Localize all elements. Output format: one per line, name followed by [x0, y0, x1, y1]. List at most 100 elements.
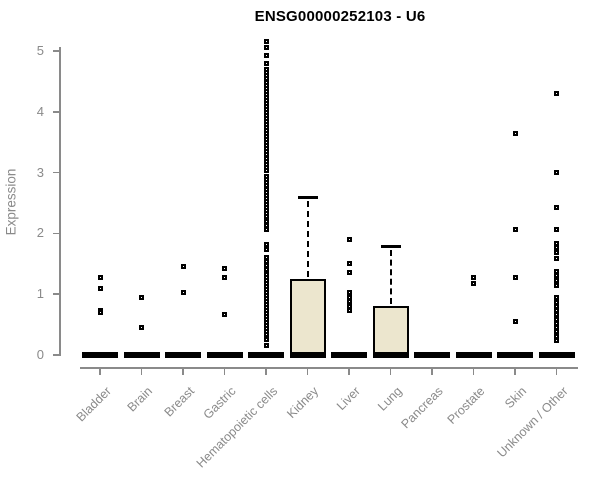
outlier-point	[263, 247, 269, 253]
outlier-point	[554, 241, 559, 247]
outlier-point	[263, 79, 269, 85]
outlier-point	[263, 302, 269, 308]
x-tick	[182, 368, 184, 375]
outlier-point	[263, 192, 269, 198]
x-tick	[389, 368, 392, 375]
outlier-point	[346, 303, 352, 309]
outlier-point	[263, 277, 269, 283]
outlier-point	[263, 320, 269, 326]
outlier-point	[263, 186, 269, 192]
outlier-point	[554, 312, 559, 318]
x-tick	[265, 368, 267, 375]
outlier-point	[263, 91, 269, 97]
outlier-point	[263, 152, 269, 158]
y-axis-line	[59, 47, 61, 356]
x-category-label: Unknown / Other	[494, 384, 571, 461]
zero-bar	[165, 352, 201, 358]
outlier-point	[263, 242, 269, 248]
zero-bar	[372, 352, 409, 358]
outlier-point	[263, 298, 269, 304]
outlier-point	[263, 149, 269, 155]
outlier-point	[263, 214, 269, 220]
outlier-point	[263, 167, 269, 173]
outlier-point	[263, 119, 269, 125]
outlier-point	[471, 280, 476, 286]
zero-bar	[538, 352, 575, 358]
outlier-point	[263, 295, 269, 301]
outlier-point	[263, 210, 269, 216]
x-tick	[472, 368, 475, 375]
outlier-point	[554, 316, 559, 322]
outlier-point	[512, 275, 518, 281]
x-category-label: Pancreas	[398, 384, 446, 432]
outlier-point	[346, 236, 352, 242]
box	[289, 279, 326, 358]
x-tick	[140, 368, 143, 375]
outlier-point	[263, 332, 269, 338]
outlier-point	[554, 337, 559, 343]
outlier-point	[263, 130, 269, 136]
outlier-point	[554, 278, 559, 284]
y-tick-label: 2	[36, 225, 44, 241]
outlier-point	[263, 112, 269, 118]
outlier-point	[263, 122, 269, 128]
outlier-point	[263, 271, 269, 277]
outlier-point	[263, 134, 269, 140]
y-tick	[53, 354, 60, 356]
outlier-point	[554, 268, 559, 274]
y-tick-label: 3	[36, 164, 44, 180]
x-category-label: Gastric	[200, 384, 239, 422]
x-category-label: Bladder	[73, 384, 114, 425]
outlier-point	[346, 298, 352, 304]
outlier-point	[263, 155, 269, 161]
outlier-point	[512, 319, 518, 325]
outlier-point	[512, 227, 518, 233]
outlier-point	[263, 76, 269, 82]
x-category-label: Lung	[374, 384, 405, 414]
outlier-point	[263, 342, 269, 348]
outlier-point	[263, 286, 269, 292]
outlier-point	[263, 258, 269, 264]
outlier-point	[263, 308, 269, 314]
y-tick	[53, 111, 60, 113]
outlier-point	[263, 146, 269, 152]
outlier-point	[263, 88, 269, 94]
x-tick	[223, 368, 226, 375]
outlier-point	[554, 295, 559, 301]
outlier-point	[263, 204, 269, 210]
outlier-point	[263, 189, 269, 195]
x-tick	[99, 368, 101, 375]
zero-bar	[414, 352, 450, 358]
outlier-point	[263, 323, 269, 329]
outlier-point	[554, 245, 559, 251]
outlier-point	[471, 274, 476, 280]
outlier-point	[263, 180, 269, 186]
zero-bar	[497, 352, 533, 358]
x-tick	[514, 368, 516, 375]
outlier-point	[554, 283, 559, 289]
outlier-point	[263, 289, 269, 295]
outlier-point	[263, 164, 269, 170]
outlier-point	[263, 198, 269, 204]
x-category-label: Hematopoietic cells	[193, 384, 280, 471]
outlier-point	[554, 320, 559, 326]
whisker-line	[389, 249, 392, 305]
outlier-point	[346, 270, 352, 276]
outlier-point	[263, 337, 269, 343]
x-category-label: Liver	[333, 384, 363, 414]
outlier-point	[263, 227, 269, 233]
outlier-point	[346, 261, 352, 267]
outlier-point	[263, 127, 269, 133]
outlier-point	[554, 299, 559, 305]
outlier-point	[263, 143, 269, 149]
y-tick	[53, 293, 60, 295]
outlier-point	[263, 311, 269, 317]
outlier-point	[263, 177, 269, 183]
outlier-point	[263, 161, 269, 167]
outlier-point	[263, 280, 269, 286]
outlier-point	[263, 326, 269, 332]
outlier-point	[346, 294, 352, 300]
outlier-point	[222, 265, 227, 271]
outlier-point	[263, 106, 269, 112]
